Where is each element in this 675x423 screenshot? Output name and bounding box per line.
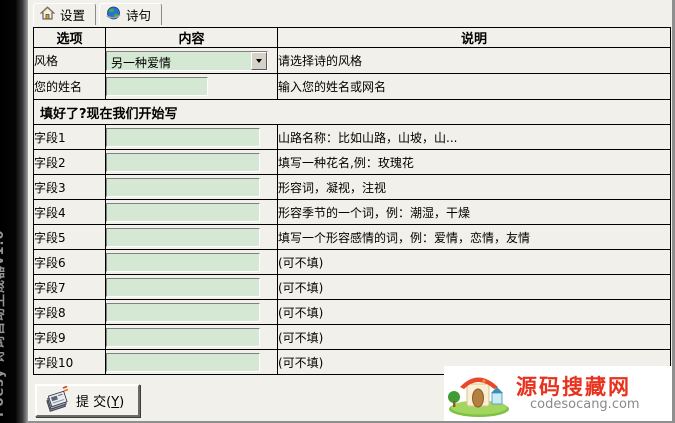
field-desc: (可不填)	[277, 249, 671, 275]
name-cell	[105, 73, 278, 100]
field-desc: 填写一种花名,例：玫瑰花	[277, 149, 671, 175]
submit-button-label: 提 交(Y)	[76, 395, 125, 410]
app-sidebar: Poesy 诗词自动生成器v1.0	[0, 0, 28, 423]
col-header-option: 选项	[33, 27, 106, 48]
field-label: 字段1	[33, 124, 106, 150]
field-desc: (可不填)	[277, 324, 671, 350]
field-row-9: 字段9 (可不填)	[33, 324, 671, 350]
style-cell: 另一种爱情	[105, 47, 278, 74]
field-row-1: 字段1 山路名称：比如山路，山坡，山...	[33, 124, 671, 150]
field-label: 字段2	[33, 149, 106, 175]
style-select-value: 另一种爱情	[111, 55, 172, 70]
field-row-5: 字段5 填写一个形容感情的词，例：爱情，恋情，友情	[33, 224, 671, 250]
section-title: 填好了?现在我们开始写	[33, 99, 671, 125]
field-label: 字段9	[33, 324, 106, 350]
field-input-4[interactable]	[106, 202, 260, 222]
style-row: 风格 另一种爱情 请选择诗的风格	[33, 47, 671, 74]
watermark-text: 源码搜藏网 codesocang.com	[516, 376, 640, 412]
field-cell	[105, 149, 278, 175]
field-cell	[105, 249, 278, 275]
field-input-9[interactable]	[106, 327, 260, 347]
field-input-5[interactable]	[106, 227, 260, 247]
tab-settings[interactable]: 设置	[33, 3, 97, 25]
field-cell	[105, 199, 278, 225]
field-label: 字段4	[33, 199, 106, 225]
field-label: 字段7	[33, 274, 106, 300]
field-desc: (可不填)	[277, 299, 671, 325]
field-label: 字段3	[33, 174, 106, 200]
name-row: 您的姓名 输入您的姓名或网名	[33, 73, 671, 100]
field-label: 字段5	[33, 224, 106, 250]
style-select-dropdown-button[interactable]	[251, 51, 267, 70]
field-desc: 填写一个形容感情的词，例：爱情，恋情，友情	[277, 224, 671, 250]
field-input-6[interactable]	[106, 252, 260, 272]
field-desc: 形容季节的一个词，例：潮湿，干燥	[277, 199, 671, 225]
field-cell	[105, 349, 278, 375]
field-row-8: 字段8 (可不填)	[33, 299, 671, 325]
field-cell	[105, 224, 278, 250]
col-header-desc: 说明	[277, 27, 671, 48]
field-input-1[interactable]	[106, 127, 260, 147]
name-input[interactable]	[106, 77, 208, 96]
tab-settings-label: 设置	[60, 8, 86, 23]
app-title-vertical: Poesy 诗词自动生成器v1.0	[0, 229, 7, 417]
watermark-site-url: codesocang.com	[530, 396, 640, 412]
col-header-content: 内容	[105, 27, 278, 48]
style-select[interactable]: 另一种爱情	[106, 50, 268, 71]
window-right-edge	[672, 0, 675, 423]
home-icon	[39, 6, 56, 23]
field-row-6: 字段6 (可不填)	[33, 249, 671, 275]
field-label: 字段10	[33, 349, 106, 375]
table-header-row: 选项 内容 说明	[33, 27, 671, 48]
field-row-2: 字段2 填写一种花名,例：玫瑰花	[33, 149, 671, 175]
field-cell	[105, 299, 278, 325]
field-label: 字段6	[33, 249, 106, 275]
field-cell	[105, 274, 278, 300]
field-cell	[105, 324, 278, 350]
submit-button[interactable]: 提 交(Y)	[35, 384, 141, 417]
tab-verses-label: 诗句	[126, 8, 152, 23]
field-row-7: 字段7 (可不填)	[33, 274, 671, 300]
field-cell	[105, 174, 278, 200]
field-label: 字段8	[33, 299, 106, 325]
style-desc: 请选择诗的风格	[277, 47, 671, 74]
watermark-logo-icon	[446, 366, 512, 421]
field-input-3[interactable]	[106, 177, 260, 197]
style-label: 风格	[33, 47, 106, 74]
tab-verses[interactable]: 诗句	[99, 3, 163, 25]
field-row-3: 字段3 形容词，凝视，注视	[33, 174, 671, 200]
field-desc: 山路名称：比如山路，山坡，山...	[277, 124, 671, 150]
settings-table: 选项 内容 说明 风格 另一种爱情 请选择诗的风格 您的姓名 输入您的姓名或网名	[33, 27, 671, 375]
chevron-down-icon	[256, 58, 262, 63]
field-row-4: 字段4 形容季节的一个词，例：潮湿，干燥	[33, 199, 671, 225]
field-input-10[interactable]	[106, 352, 260, 372]
name-desc: 输入您的姓名或网名	[277, 73, 671, 100]
newspaper-icon	[43, 385, 70, 416]
field-desc: 形容词，凝视，注视	[277, 174, 671, 200]
section-header-row: 填好了?现在我们开始写	[33, 99, 671, 125]
field-desc: (可不填)	[277, 274, 671, 300]
field-cell	[105, 124, 278, 150]
site-watermark: 源码搜藏网 codesocang.com	[444, 366, 672, 421]
field-input-7[interactable]	[106, 277, 260, 297]
name-label: 您的姓名	[33, 73, 106, 100]
tab-strip: 设置 诗句	[33, 3, 163, 26]
globe-icon	[106, 6, 121, 24]
watermark-site-name: 源码搜藏网	[516, 374, 631, 399]
field-input-8[interactable]	[106, 302, 260, 322]
window-bottom-edge	[28, 421, 675, 423]
field-input-2[interactable]	[106, 152, 260, 172]
